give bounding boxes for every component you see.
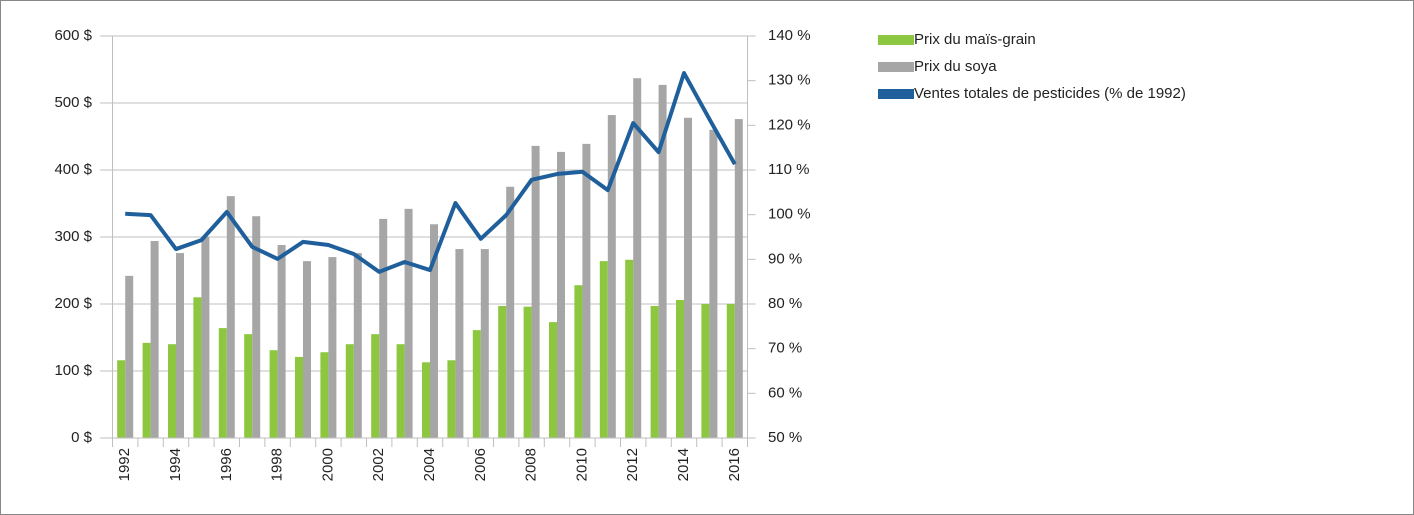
bar: [650, 306, 659, 438]
x-tick-label: 2002: [370, 448, 387, 481]
y2-tick-label: 120 %: [768, 116, 811, 133]
bar: [168, 344, 176, 438]
bar: [480, 249, 489, 438]
x-tick-label: 2006: [472, 448, 489, 481]
bar: [176, 253, 184, 438]
bar: [523, 306, 532, 438]
x-tick-label: 2012: [624, 448, 641, 481]
x-tick-label: 1996: [218, 448, 235, 481]
y2-tick-label: 140 %: [768, 27, 811, 44]
y-tick-label: 100 $: [54, 362, 92, 379]
bar: [734, 119, 743, 438]
y-tick-label: 500 $: [54, 94, 92, 111]
bar: [625, 259, 634, 438]
bar: [125, 275, 134, 438]
bar: [117, 360, 126, 438]
x-tick-label: 1994: [167, 448, 184, 481]
y-tick-label: 400 $: [54, 161, 92, 178]
bar: [607, 115, 616, 438]
bar: [320, 352, 329, 438]
y2-tick-label: 80 %: [768, 295, 802, 312]
bar: [218, 328, 227, 438]
bar: [726, 304, 735, 438]
x-tick-label: 1992: [116, 448, 133, 481]
legend-label: Ventes totales de pesticides (% de 1992): [914, 85, 1186, 102]
bar: [269, 350, 278, 438]
y2-tick-label: 60 %: [768, 384, 802, 401]
bar: [658, 84, 667, 438]
bar: [498, 306, 507, 438]
x-tick-label: 2008: [523, 448, 540, 481]
bar: [142, 342, 151, 438]
x-tick-label: 2004: [421, 448, 438, 481]
y-tick-label: 0 $: [71, 429, 93, 446]
y2-tick-label: 130 %: [768, 72, 811, 89]
bar: [226, 196, 235, 438]
bar: [244, 334, 253, 438]
bar: [531, 145, 540, 438]
legend-swatch: [878, 62, 914, 72]
line: [125, 71, 737, 274]
bar: [684, 117, 692, 439]
legend-label: Prix du maïs-grain: [914, 31, 1036, 48]
x-tick-label: 2000: [319, 448, 336, 481]
bar: [549, 322, 557, 438]
bar: [201, 237, 210, 438]
bar: [599, 261, 608, 438]
y2-tick-label: 90 %: [768, 250, 802, 267]
bar: [676, 299, 684, 438]
bar: [701, 304, 710, 438]
y2-tick-label: 110 %: [768, 161, 809, 178]
bar: [506, 186, 515, 438]
x-tick-label: 1998: [269, 448, 286, 481]
bar: [557, 151, 565, 438]
bar: [150, 241, 159, 438]
bar: [252, 216, 261, 438]
y2-tick-label: 100 %: [768, 206, 811, 223]
y-tick-label: 300 $: [54, 228, 92, 245]
legend-label: Prix du soya: [914, 58, 997, 75]
y2-tick-label: 70 %: [768, 340, 802, 357]
y2-tick-label: 50 %: [768, 429, 802, 446]
legend-swatch: [878, 89, 914, 99]
bar: [574, 285, 583, 438]
bar: [303, 261, 311, 438]
bar: [277, 245, 286, 438]
bar: [345, 344, 354, 438]
bar: [328, 257, 337, 438]
x-tick-label: 2016: [726, 448, 743, 481]
bar: [353, 253, 362, 438]
legend-swatch: [878, 35, 914, 45]
bar: [379, 218, 388, 438]
bar: [371, 334, 380, 438]
bar: [582, 143, 591, 438]
x-tick-label: 2010: [573, 448, 590, 481]
bar: [633, 78, 642, 439]
bar: [447, 360, 456, 438]
bar: [193, 297, 202, 438]
bar: [295, 356, 303, 438]
y-tick-label: 200 $: [54, 295, 92, 312]
y-tick-label: 600 $: [54, 27, 92, 44]
bar: [422, 362, 430, 438]
bar: [396, 344, 405, 438]
bar: [404, 208, 413, 438]
bar: [472, 330, 481, 438]
bar: [709, 129, 718, 439]
bar: [430, 224, 438, 438]
bar: [455, 249, 464, 438]
x-tick-label: 2014: [675, 448, 692, 481]
